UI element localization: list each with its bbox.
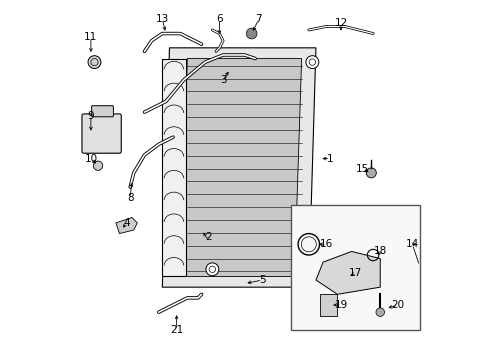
Polygon shape xyxy=(116,217,137,234)
Text: 7: 7 xyxy=(255,14,262,24)
Circle shape xyxy=(246,28,257,39)
Text: 6: 6 xyxy=(216,14,223,24)
Text: 2: 2 xyxy=(205,232,212,242)
Circle shape xyxy=(366,168,376,178)
Circle shape xyxy=(88,56,101,68)
Text: 13: 13 xyxy=(155,14,169,24)
Polygon shape xyxy=(180,59,301,276)
Text: 18: 18 xyxy=(373,247,386,256)
Polygon shape xyxy=(319,294,337,316)
Circle shape xyxy=(305,56,318,68)
Text: 10: 10 xyxy=(84,154,97,163)
Bar xyxy=(162,59,185,276)
Text: 4: 4 xyxy=(123,218,130,228)
Text: 14: 14 xyxy=(405,239,418,249)
Text: 15: 15 xyxy=(355,164,368,174)
Circle shape xyxy=(205,263,218,276)
FancyBboxPatch shape xyxy=(82,114,121,153)
Polygon shape xyxy=(162,48,315,287)
FancyBboxPatch shape xyxy=(91,106,113,117)
Text: 17: 17 xyxy=(348,268,361,278)
Polygon shape xyxy=(315,251,380,294)
Circle shape xyxy=(93,161,102,170)
Circle shape xyxy=(302,252,315,265)
Text: 16: 16 xyxy=(319,239,333,249)
Bar xyxy=(290,205,419,330)
Text: 8: 8 xyxy=(126,193,133,203)
Text: 19: 19 xyxy=(334,300,347,310)
Text: 5: 5 xyxy=(259,275,265,285)
Text: 9: 9 xyxy=(87,111,94,121)
Circle shape xyxy=(375,308,384,316)
Text: 20: 20 xyxy=(391,300,404,310)
Text: 11: 11 xyxy=(84,32,97,42)
Text: 21: 21 xyxy=(170,325,183,335)
Text: 12: 12 xyxy=(334,18,347,28)
Text: 1: 1 xyxy=(326,154,333,163)
Text: 3: 3 xyxy=(219,75,226,85)
